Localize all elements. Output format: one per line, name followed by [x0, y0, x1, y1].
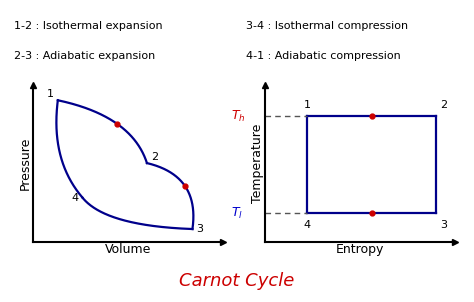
Text: 4: 4 [303, 220, 311, 230]
Text: 3-4 : Isothermal compression: 3-4 : Isothermal compression [246, 21, 409, 31]
Text: 2: 2 [151, 152, 158, 162]
Text: 3: 3 [196, 224, 203, 234]
X-axis label: Entropy: Entropy [336, 243, 384, 256]
Text: 2-3 : Adiabatic expansion: 2-3 : Adiabatic expansion [14, 51, 155, 61]
X-axis label: Volume: Volume [105, 243, 151, 256]
Text: 3: 3 [440, 220, 447, 230]
Text: Carnot Cycle: Carnot Cycle [179, 272, 295, 290]
Text: 4: 4 [72, 193, 79, 203]
Text: 2: 2 [440, 100, 447, 110]
Text: $T_h$: $T_h$ [231, 108, 246, 124]
Text: $T_l$: $T_l$ [231, 206, 243, 221]
Text: 1: 1 [47, 89, 54, 99]
Text: 4-1 : Adiabatic compression: 4-1 : Adiabatic compression [246, 51, 401, 61]
Y-axis label: Temperature: Temperature [251, 124, 264, 203]
Y-axis label: Pressure: Pressure [19, 137, 32, 190]
Text: 1: 1 [304, 100, 310, 110]
Text: 1-2 : Isothermal expansion: 1-2 : Isothermal expansion [14, 21, 163, 31]
